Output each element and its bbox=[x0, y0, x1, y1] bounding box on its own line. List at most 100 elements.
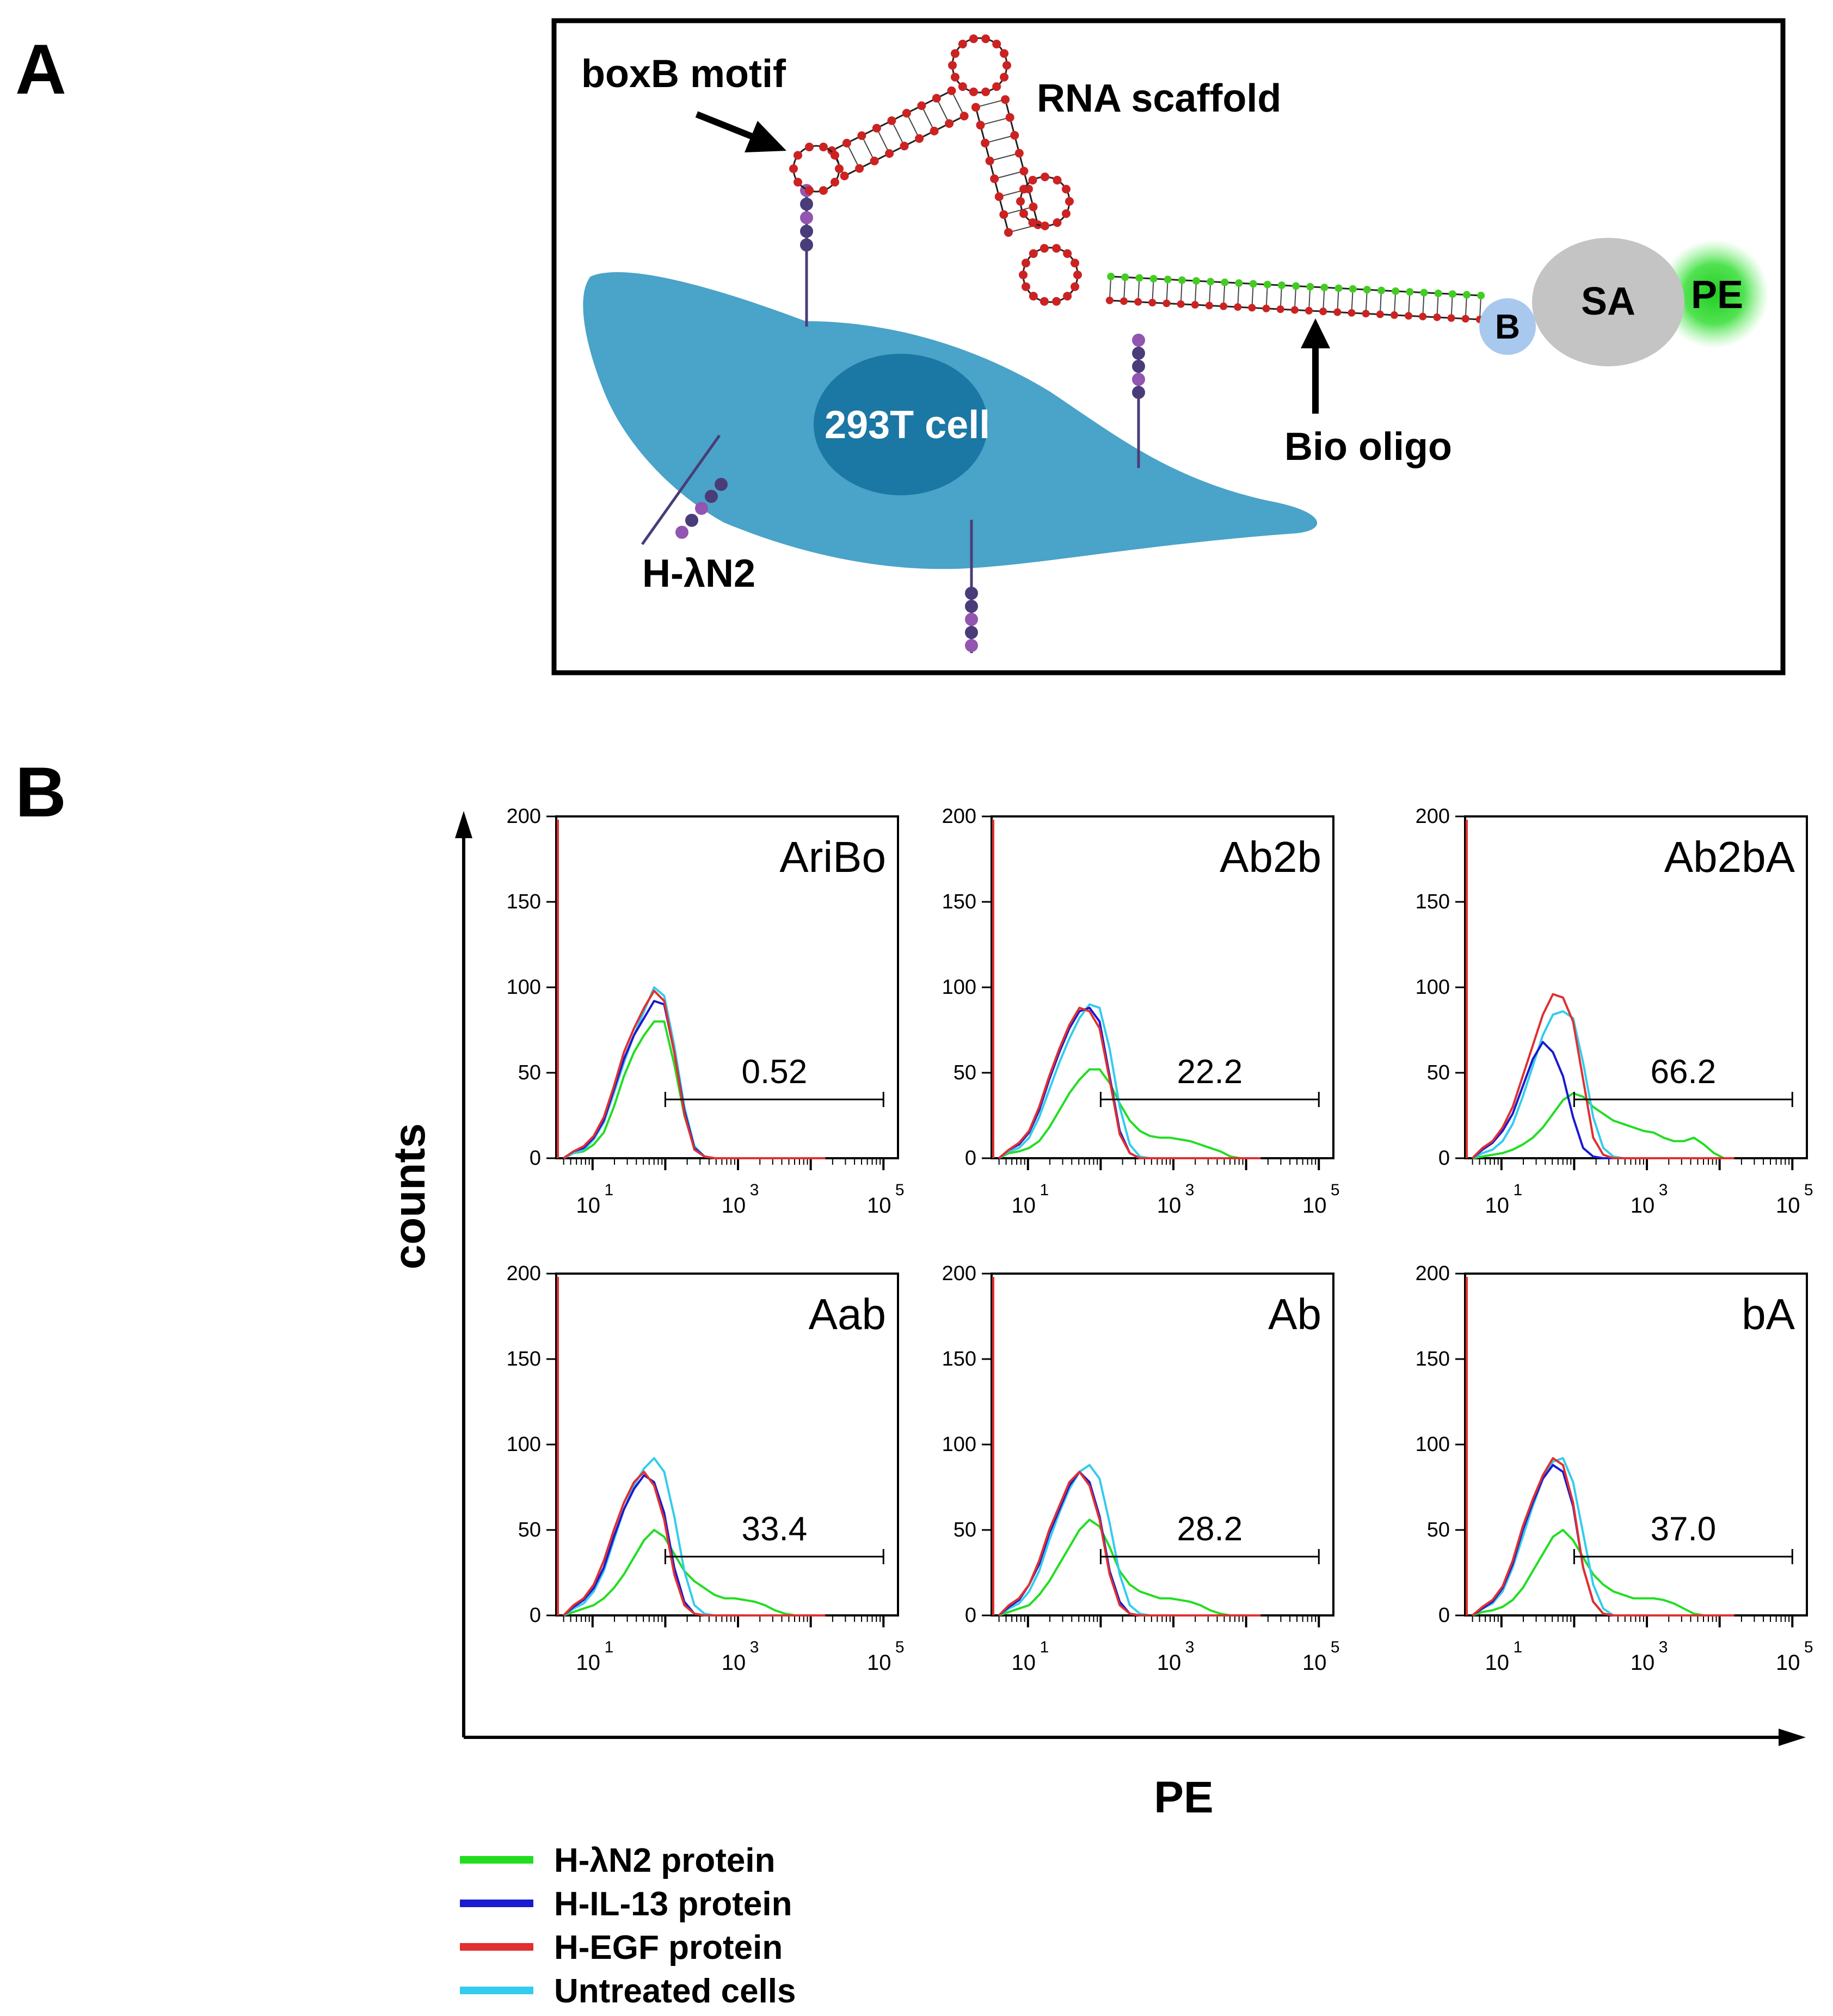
x-tick-exponent: 1 bbox=[1039, 1181, 1049, 1199]
nucleotide bbox=[1001, 95, 1010, 104]
receptor-bead bbox=[705, 490, 718, 503]
nucleotide bbox=[900, 142, 909, 151]
x-tick-exponent: 5 bbox=[1331, 1181, 1340, 1199]
nucleotide bbox=[1039, 297, 1049, 306]
base-pair bbox=[1337, 288, 1339, 312]
nucleotide bbox=[976, 120, 985, 130]
nucleotide bbox=[830, 177, 839, 187]
base-pair bbox=[861, 135, 875, 162]
y-tick-label: 50 bbox=[1427, 1061, 1450, 1084]
x-tick-exponent: 5 bbox=[1804, 1181, 1813, 1199]
receptor-bead bbox=[965, 613, 978, 626]
receptor-bead bbox=[685, 514, 698, 527]
series-egf bbox=[562, 1471, 826, 1617]
outer-x-arrowhead bbox=[1779, 1729, 1806, 1746]
nucleotide bbox=[1462, 291, 1471, 299]
x-tick-label: 10 bbox=[1012, 1194, 1036, 1218]
series-egf bbox=[1472, 1457, 1734, 1617]
y-tick-label: 100 bbox=[942, 1433, 976, 1456]
x-tick-label: 10 bbox=[576, 1651, 601, 1675]
nucleotide bbox=[1205, 302, 1213, 310]
nucleotide bbox=[1191, 301, 1199, 309]
receptors bbox=[641, 184, 1145, 653]
base-pair bbox=[1280, 285, 1282, 310]
nucleotide bbox=[1220, 302, 1228, 310]
x-tick-label: 10 bbox=[722, 1651, 746, 1675]
nucleotide bbox=[1053, 176, 1062, 185]
nucleotide bbox=[887, 116, 896, 125]
nucleotide bbox=[969, 87, 978, 96]
gate-value: 66.2 bbox=[1651, 1053, 1717, 1091]
base-pair bbox=[1180, 280, 1183, 304]
base-pair bbox=[989, 152, 1020, 162]
receptor-bead bbox=[800, 225, 813, 238]
sample-name: Ab bbox=[1268, 1290, 1321, 1338]
y-tick-label: 150 bbox=[1416, 1348, 1450, 1370]
base-pair bbox=[1004, 206, 1034, 216]
base-pair bbox=[1436, 293, 1439, 317]
x-tick-label: 10 bbox=[1776, 1194, 1800, 1218]
nucleotide bbox=[1334, 284, 1343, 292]
y-tick-label: 100 bbox=[1416, 1433, 1450, 1456]
nucleotide bbox=[1207, 278, 1215, 286]
legend-label-untreated: Untreated cells bbox=[554, 1972, 796, 2010]
series-egf bbox=[563, 989, 826, 1159]
y-axis-label: counts bbox=[385, 1123, 434, 1270]
base-pair bbox=[1479, 295, 1482, 320]
nucleotide bbox=[1376, 310, 1384, 318]
base-pair bbox=[1351, 288, 1354, 313]
nucleotide bbox=[1447, 314, 1455, 322]
nucleotide bbox=[1107, 273, 1115, 281]
x-tick-exponent: 3 bbox=[1659, 1638, 1668, 1656]
base-pair bbox=[1237, 283, 1240, 308]
base-pair bbox=[985, 134, 1015, 144]
nucleotide bbox=[1405, 312, 1413, 320]
base-pair bbox=[951, 90, 965, 116]
nucleotide bbox=[1319, 308, 1327, 316]
streptavidin bbox=[1532, 238, 1684, 366]
nucleotide bbox=[999, 210, 1008, 219]
nucleotide bbox=[1029, 249, 1038, 258]
nucleotide bbox=[902, 108, 911, 118]
nucleotide bbox=[945, 119, 954, 128]
y-tick-label: 100 bbox=[507, 1433, 541, 1456]
base-pair bbox=[1323, 287, 1325, 312]
base-pair bbox=[936, 98, 950, 124]
nucleotide bbox=[1005, 113, 1014, 122]
nucleotide bbox=[950, 72, 959, 82]
nucleotide bbox=[915, 134, 924, 143]
nucleotide bbox=[1019, 185, 1029, 194]
nucleotide bbox=[1149, 275, 1158, 283]
nucleotide bbox=[1053, 218, 1062, 227]
nucleotide bbox=[870, 156, 879, 165]
gate-value: 37.0 bbox=[1651, 1510, 1717, 1548]
nucleotide bbox=[855, 164, 864, 173]
gate-value: 28.2 bbox=[1177, 1510, 1243, 1548]
receptor-bead bbox=[675, 526, 688, 539]
nucleotide bbox=[1320, 284, 1328, 292]
y-tick-label: 50 bbox=[518, 1519, 541, 1541]
nucleotide bbox=[1121, 273, 1129, 281]
boxb-arrowhead bbox=[745, 121, 786, 152]
nucleotide bbox=[830, 151, 839, 160]
y-tick-label: 150 bbox=[942, 1348, 976, 1370]
x-tick-exponent: 3 bbox=[1659, 1181, 1668, 1199]
nucleotide bbox=[1263, 280, 1271, 288]
legend-label-il13: H-IL-13 protein bbox=[554, 1885, 792, 1923]
nucleotide bbox=[1292, 282, 1300, 290]
nucleotide bbox=[1362, 310, 1370, 318]
panel-a: A boxB motif RNA scaffold 293T cell Bio … bbox=[15, 18, 1786, 675]
nucleotide bbox=[971, 103, 980, 112]
receptor-bead bbox=[695, 502, 708, 515]
receptor-bead bbox=[965, 600, 978, 613]
nucleotide bbox=[1221, 278, 1229, 286]
x-tick-exponent: 1 bbox=[1513, 1181, 1522, 1199]
x-tick-label: 10 bbox=[867, 1651, 891, 1675]
y-tick-label: 50 bbox=[954, 1519, 976, 1541]
y-tick-label: 0 bbox=[530, 1604, 541, 1627]
nucleotide bbox=[1390, 311, 1398, 319]
panel-b: B counts PE 0501001502001011031050.52Ari… bbox=[15, 752, 1813, 2010]
nucleotide bbox=[1177, 300, 1185, 308]
nucleotide bbox=[992, 82, 1001, 91]
